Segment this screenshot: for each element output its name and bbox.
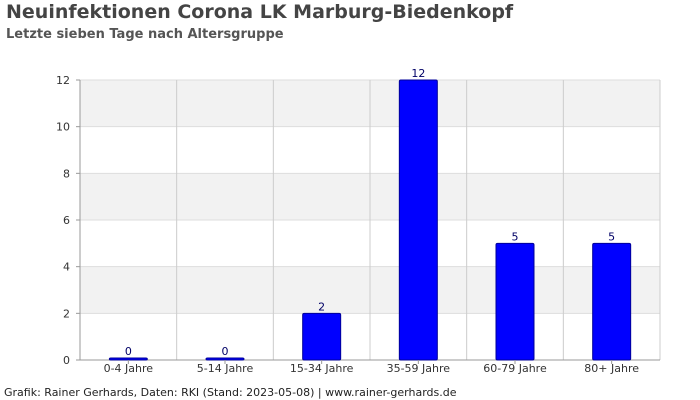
x-tick-label: 5-14 Jahre (197, 362, 254, 375)
data-label: 0 (222, 345, 229, 358)
x-tick-label: 0-4 Jahre (104, 362, 154, 375)
bar (398, 79, 438, 361)
data-label: 5 (512, 230, 519, 243)
y-tick-label: 8 (63, 167, 70, 180)
bar (108, 357, 148, 361)
bar (592, 242, 632, 361)
data-label: 0 (125, 345, 132, 358)
bar (302, 312, 342, 361)
chart-title: Neuinfektionen Corona LK Marburg-Biedenk… (6, 1, 514, 23)
y-tick-label: 2 (63, 307, 70, 320)
y-tick-label: 10 (56, 121, 70, 134)
x-tick-label: 80+ Jahre (584, 362, 639, 375)
data-label: 12 (411, 67, 425, 80)
y-tick-label: 4 (63, 261, 70, 274)
data-label: 2 (318, 300, 325, 313)
bar (205, 357, 245, 361)
y-tick-label: 12 (56, 74, 70, 87)
x-tick-label: 60-79 Jahre (483, 362, 547, 375)
source-footer: Grafik: Rainer Gerhards, Daten: RKI (Sta… (4, 386, 457, 399)
y-tick-label: 0 (63, 354, 70, 367)
bar (495, 242, 535, 361)
x-tick-label: 15-34 Jahre (290, 362, 354, 375)
chart-subtitle: Letzte sieben Tage nach Altersgruppe (6, 27, 284, 42)
y-tick-label: 6 (63, 214, 70, 227)
x-tick-label: 35-59 Jahre (387, 362, 451, 375)
data-label: 5 (608, 230, 615, 243)
